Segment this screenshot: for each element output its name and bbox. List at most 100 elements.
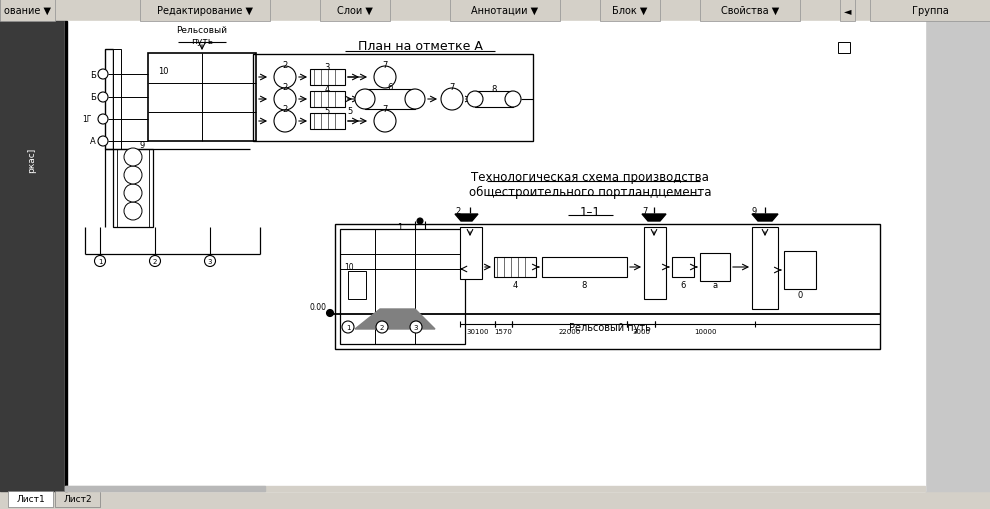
Text: Свойства ▼: Свойства ▼ [721, 6, 779, 16]
Bar [0, 22, 65, 491]
Text: Группа: Группа [912, 6, 948, 16]
Bar [542, 258, 627, 277]
Bar [310, 114, 345, 130]
Text: 1: 1 [346, 324, 350, 330]
Bar [310, 70, 345, 86]
Circle shape [374, 67, 396, 89]
Text: 5: 5 [347, 107, 352, 116]
Bar [840, 0, 855, 22]
Circle shape [342, 321, 354, 333]
Bar [204, 57, 254, 82]
Bar [348, 271, 366, 299]
Text: Рельсовый
путь: Рельсовый путь [176, 26, 228, 46]
Text: 3: 3 [325, 64, 330, 72]
Bar [105, 50, 113, 150]
Circle shape [205, 256, 216, 267]
Bar [204, 86, 254, 111]
Text: Слои ▼: Слои ▼ [337, 6, 373, 16]
Bar [8, 491, 53, 507]
Text: 1Г: 1Г [82, 115, 92, 124]
Bar [150, 86, 200, 111]
Text: 10: 10 [344, 263, 353, 272]
Text: 6: 6 [387, 83, 393, 92]
Text: 1: 1 [397, 223, 403, 232]
Bar [838, 43, 850, 54]
Circle shape [410, 321, 422, 333]
Text: 2: 2 [380, 324, 384, 330]
Bar [335, 224, 880, 349]
Text: Лист1: Лист1 [16, 495, 45, 503]
Bar [150, 57, 200, 82]
Bar [752, 228, 778, 309]
Text: Рельсовый путь: Рельсовый путь [569, 322, 651, 332]
Text: 7: 7 [382, 61, 388, 69]
Circle shape [124, 185, 142, 203]
Bar [340, 230, 465, 344]
Text: 22000: 22000 [558, 328, 580, 334]
Text: Б: Б [90, 93, 96, 102]
Circle shape [94, 256, 106, 267]
Text: 10000: 10000 [694, 328, 716, 334]
Bar [310, 92, 345, 108]
Text: 7: 7 [642, 207, 647, 216]
Text: 4: 4 [513, 280, 518, 289]
Circle shape [98, 115, 108, 125]
Text: 8: 8 [491, 84, 497, 93]
Text: 3000: 3000 [632, 328, 650, 334]
Circle shape [98, 93, 108, 103]
Bar [65, 486, 925, 491]
Bar [150, 115, 200, 140]
Bar [644, 228, 666, 299]
Text: План на отметке А: План на отметке А [357, 40, 482, 53]
Circle shape [274, 89, 296, 111]
Text: 1–1: 1–1 [579, 205, 601, 218]
Text: 3: 3 [414, 324, 418, 330]
Circle shape [327, 310, 334, 317]
Polygon shape [752, 215, 778, 221]
Text: ркас]: ркас] [28, 147, 37, 172]
Bar [55, 491, 100, 507]
Bar [253, 55, 533, 142]
Bar [700, 253, 730, 281]
Bar [475, 92, 513, 108]
Bar [925, 22, 990, 491]
Text: 1570: 1570 [495, 328, 513, 334]
Text: 0: 0 [797, 290, 803, 299]
Text: Технологическая схема производства: Технологическая схема производства [471, 171, 709, 184]
Text: Блок ▼: Блок ▼ [612, 6, 647, 16]
Text: ование ▼: ование ▼ [4, 6, 51, 16]
Bar [65, 22, 925, 491]
Circle shape [374, 111, 396, 133]
Text: 10: 10 [158, 67, 168, 76]
Bar [460, 228, 482, 279]
Circle shape [274, 111, 296, 133]
Text: 2: 2 [455, 207, 460, 216]
Text: 2: 2 [282, 61, 288, 69]
Text: 0.00: 0.00 [309, 303, 326, 312]
Bar [700, 0, 800, 22]
Bar [0, 491, 990, 509]
Bar [870, 0, 990, 22]
Circle shape [441, 89, 463, 111]
Circle shape [417, 218, 423, 224]
Text: 2: 2 [152, 259, 157, 265]
Text: общестроительного портландцемента: общестроительного портландцемента [468, 185, 711, 198]
Circle shape [124, 149, 142, 166]
Circle shape [505, 92, 521, 108]
Polygon shape [455, 215, 478, 221]
Circle shape [149, 256, 160, 267]
Text: Лист2: Лист2 [63, 495, 92, 503]
Circle shape [405, 90, 425, 110]
Bar [113, 50, 121, 150]
Circle shape [376, 321, 388, 333]
Bar [0, 0, 55, 22]
Bar [320, 0, 390, 22]
Bar [204, 115, 254, 140]
Text: 6: 6 [680, 280, 686, 289]
Polygon shape [642, 215, 666, 221]
Bar [365, 90, 415, 110]
Circle shape [274, 67, 296, 89]
Bar [784, 251, 816, 290]
Bar [450, 0, 560, 22]
Text: А: А [90, 137, 96, 146]
